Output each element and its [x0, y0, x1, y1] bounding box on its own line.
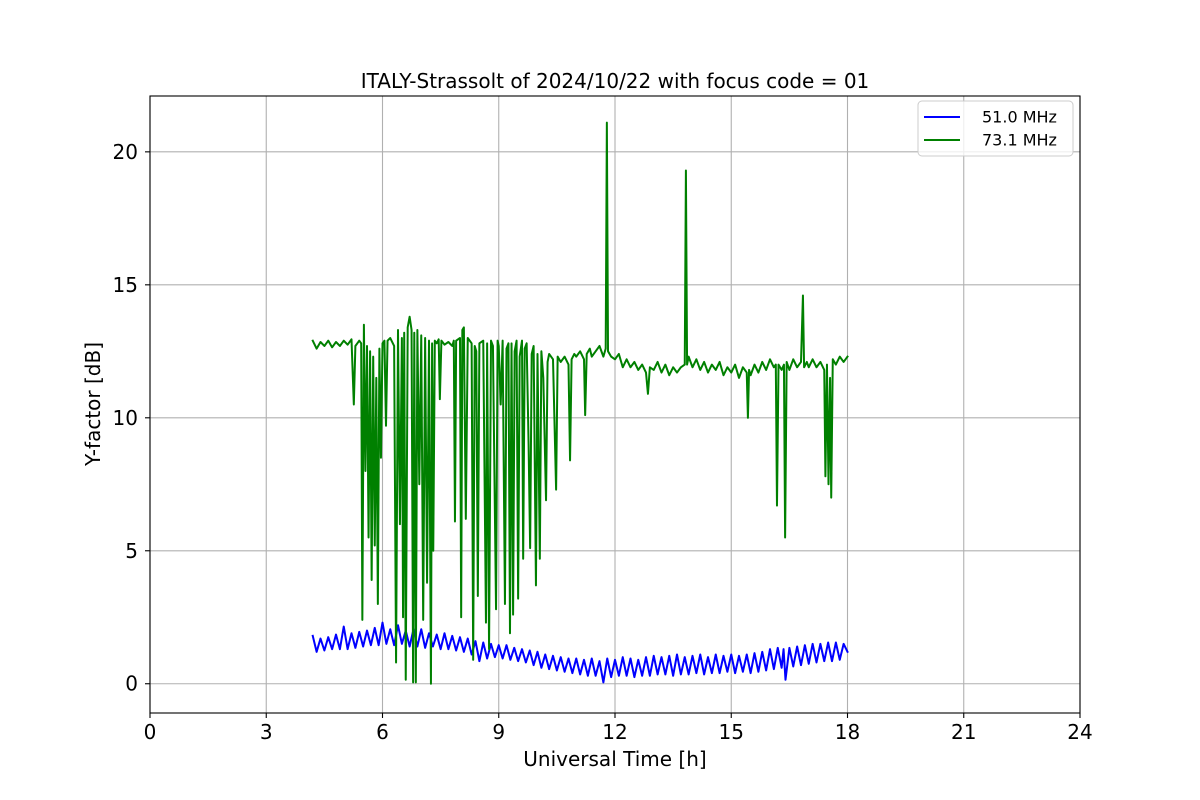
y-tick-label: 15 — [113, 273, 138, 297]
y-tick-label: 0 — [125, 672, 138, 696]
legend-box — [917, 100, 1074, 157]
y-tick-label: 5 — [125, 539, 138, 563]
x-axis-label: Universal Time [h] — [523, 747, 706, 771]
x-tick-label: 15 — [719, 720, 744, 744]
y-tick-label: 20 — [113, 140, 138, 164]
x-tick-label: 9 — [492, 720, 505, 744]
legend-label-51-0-mhz: 51.0 MHz — [982, 108, 1057, 127]
x-tick-label: 0 — [144, 720, 157, 744]
x-tick-label: 18 — [835, 720, 860, 744]
axis-ticks: 0 3 6 9 12 15 18 21 24 0 5 10 15 20 — [113, 140, 1093, 744]
chart-title: ITALY-Strassolt of 2024/10/22 with focus… — [361, 69, 870, 93]
x-tick-label: 3 — [260, 720, 273, 744]
legend-label-73-1-mhz: 73.1 MHz — [982, 131, 1057, 150]
series-line-73-1-mhz — [311, 121, 849, 685]
x-tick-label: 6 — [376, 720, 389, 744]
series-line-51-0-mhz — [311, 621, 849, 684]
y-axis-label: Y-factor [dB] — [81, 342, 105, 467]
x-tick-label: 12 — [602, 720, 627, 744]
series-group — [311, 121, 849, 685]
x-tick-label: 21 — [951, 720, 976, 744]
y-tick-label: 10 — [113, 406, 138, 430]
x-tick-label: 24 — [1067, 720, 1092, 744]
legend: 51.0 MHz 73.1 MHz — [917, 100, 1074, 157]
grid — [149, 96, 1081, 713]
